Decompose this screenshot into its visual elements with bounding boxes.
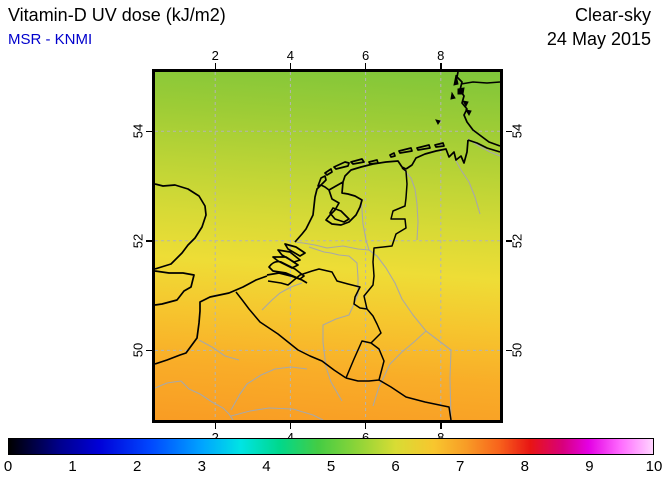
map-frame: 2 4 6 8 2 4 6 8 54 52 50 54 52 50	[131, 48, 525, 445]
x-tick-top	[214, 63, 216, 69]
map-source: MSR - KNMI	[8, 31, 93, 48]
map-overlay	[155, 72, 500, 420]
colorbar-label: 6	[391, 458, 400, 475]
y-tick-right	[506, 349, 512, 352]
x-tick-top	[440, 63, 442, 69]
x-tick-bottom	[214, 423, 216, 429]
country-borders	[235, 81, 500, 420]
x-tick-label: 4	[286, 430, 295, 445]
x-tick-top	[364, 63, 367, 69]
uv-field	[155, 72, 500, 420]
y-tick-label: 54	[130, 123, 146, 139]
y-tick-label: 54	[509, 123, 525, 139]
colorbar-label: 10	[645, 458, 663, 475]
colorbar	[8, 438, 654, 455]
x-tick-label: 2	[211, 430, 219, 445]
border-line	[235, 81, 500, 420]
colorbar-label: 8	[520, 458, 529, 475]
x-tick-top	[289, 63, 292, 69]
condition-label: Clear-sky	[574, 5, 651, 25]
map-title: Vitamin-D UV dose (kJ/m2)	[8, 5, 226, 25]
coastline	[155, 72, 500, 365]
x-tick-label: 4	[286, 48, 295, 63]
coastlines	[155, 72, 500, 365]
y-tick-label: 50	[130, 343, 146, 358]
colorbar-label: 0	[3, 458, 13, 475]
y-tick-right	[506, 240, 512, 242]
colorbar-labels: 0 1 2 3 4 5 6 7 8 9 10	[4, 458, 663, 476]
y-tick-label: 52	[509, 233, 525, 249]
x-tick-label: 6	[361, 48, 370, 63]
x-tick-label: 2	[211, 48, 219, 63]
x-tick-label: 6	[361, 430, 370, 445]
colorbar-label: 4	[262, 458, 271, 475]
y-tick-left	[146, 349, 152, 352]
river	[155, 138, 500, 420]
x-tick-bottom	[440, 423, 442, 429]
rivers	[155, 138, 500, 420]
colorbar-label: 1	[68, 458, 77, 475]
colorbar-label: 2	[133, 458, 142, 475]
x-tick-bottom	[364, 423, 367, 429]
x-tick-bottom	[289, 423, 292, 429]
colorbar-label: 9	[585, 458, 594, 475]
y-tick-label: 50	[509, 343, 525, 358]
date-label: 24 May 2015	[546, 29, 651, 49]
graticule	[155, 72, 500, 420]
y-tick-left	[146, 240, 152, 242]
islet-shapes	[435, 74, 472, 125]
colorbar-label: 7	[456, 458, 465, 475]
y-tick-left	[146, 130, 152, 132]
x-tick-label: 8	[437, 430, 445, 445]
y-tick-label: 52	[130, 233, 146, 249]
colorbar-label: 5	[326, 458, 336, 475]
x-tick-label: 8	[437, 48, 445, 63]
gridlines	[155, 72, 500, 420]
islets	[435, 74, 472, 125]
colorbar-label: 3	[197, 458, 206, 475]
y-tick-right	[506, 130, 512, 132]
colorbar-gradient	[9, 439, 653, 454]
